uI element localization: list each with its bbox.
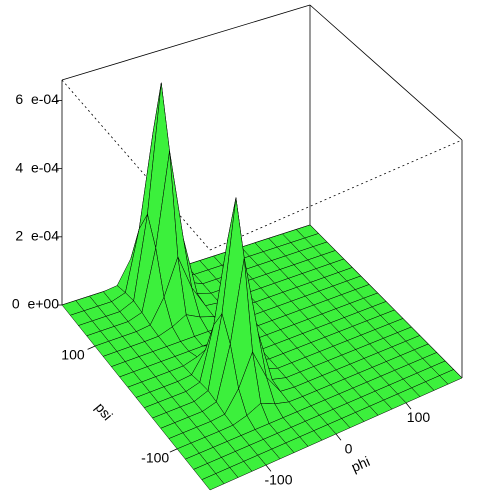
x-tick-label: -100 xyxy=(264,471,292,487)
x-tick-label: 100 xyxy=(407,409,431,425)
box-edge xyxy=(209,139,463,251)
x-tick-label: 0 xyxy=(345,440,353,456)
y-tick-label: -100 xyxy=(141,449,169,465)
y-tick xyxy=(87,345,96,350)
x-tick xyxy=(405,402,412,410)
x-tick xyxy=(265,464,272,472)
z-tick-label: 6 e-04 xyxy=(15,91,59,107)
z-tick-label: 4 e-04 xyxy=(15,159,59,175)
box-edge xyxy=(61,4,311,81)
y-tick-label: 100 xyxy=(61,347,85,363)
x-tick xyxy=(335,433,342,441)
x-axis-label: phi xyxy=(349,453,373,475)
surface-cell xyxy=(201,473,225,491)
z-tick-label: 2 e-04 xyxy=(15,228,59,244)
y-tick xyxy=(169,448,178,453)
box-edge xyxy=(309,4,463,141)
z-tick-label: 0 e+00 xyxy=(12,296,59,312)
